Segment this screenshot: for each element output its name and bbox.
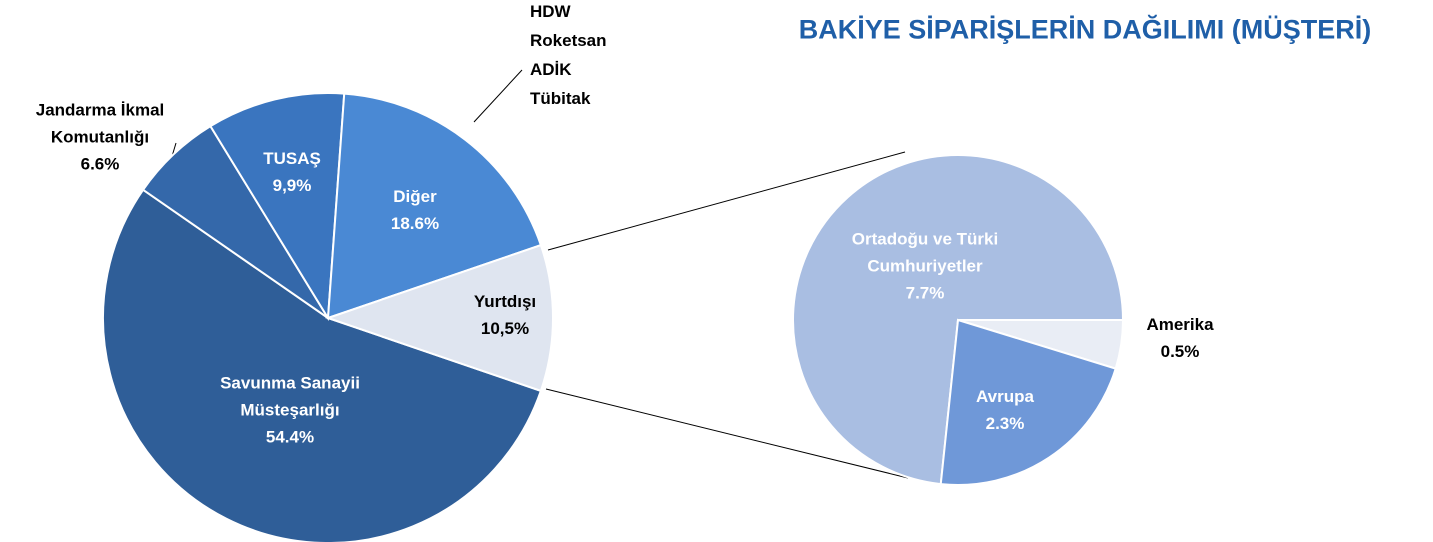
- annotation: Roketsan: [530, 31, 607, 50]
- value-label: 10,5%: [480, 319, 530, 338]
- chart-title: BAKİYE SİPARİŞLERİN DAĞILIMI (MÜŞTERİ): [798, 14, 1372, 45]
- pie-slice: [101, 188, 543, 542]
- category-label: Amerika: [1146, 315, 1214, 334]
- category-label: Yurtdışı: [473, 292, 537, 311]
- value-label: 7.7%: [905, 283, 945, 303]
- slice-label: Diğer 18.6%: [365, 183, 465, 237]
- connector-line: [545, 388, 909, 479]
- annotation: HDW: [530, 2, 571, 21]
- value-label: 0.5%: [1160, 342, 1200, 361]
- category-label: TUSAŞ: [263, 149, 321, 168]
- slice-label: Avrupa 2.3%: [955, 383, 1055, 437]
- slice-label: Yurtdışı 10,5%: [455, 288, 555, 342]
- value-label: 9,9%: [272, 176, 312, 195]
- pie-slice: [939, 318, 1117, 486]
- value-label: 18.6%: [390, 214, 440, 233]
- slice-label: Ortadoğu ve Türki Cumhuriyetler 7.7%: [815, 226, 1035, 307]
- connector-line: [547, 151, 906, 251]
- annotation: Tübitak: [530, 89, 591, 108]
- pie-slice: [209, 92, 346, 322]
- category-label: Avrupa: [976, 387, 1034, 406]
- value-label: 6.6%: [80, 154, 120, 174]
- slice-label: Savunma Sanayii Müsteşarlığı 54.4%: [190, 370, 390, 451]
- slice-label: Jandarma İkmal Komutanlığı 6.6%: [20, 97, 180, 178]
- value-label: 2.3%: [985, 414, 1025, 433]
- category-label: Jandarma İkmal Komutanlığı: [35, 100, 165, 147]
- pie-slice: [324, 243, 554, 393]
- category-label: Ortadoğu ve Türki Cumhuriyetler: [851, 229, 999, 276]
- annotation: ADİK: [530, 60, 572, 79]
- value-label: 54.4%: [265, 427, 315, 447]
- category-label: Diğer: [393, 187, 437, 206]
- slice-label: Amerika 0.5%: [1130, 311, 1230, 365]
- leader-line: [473, 69, 523, 123]
- pie-slice: [326, 92, 543, 320]
- slice-label: TUSAŞ 9,9%: [242, 145, 342, 199]
- category-label: Savunma Sanayii Müsteşarlığı: [220, 373, 360, 420]
